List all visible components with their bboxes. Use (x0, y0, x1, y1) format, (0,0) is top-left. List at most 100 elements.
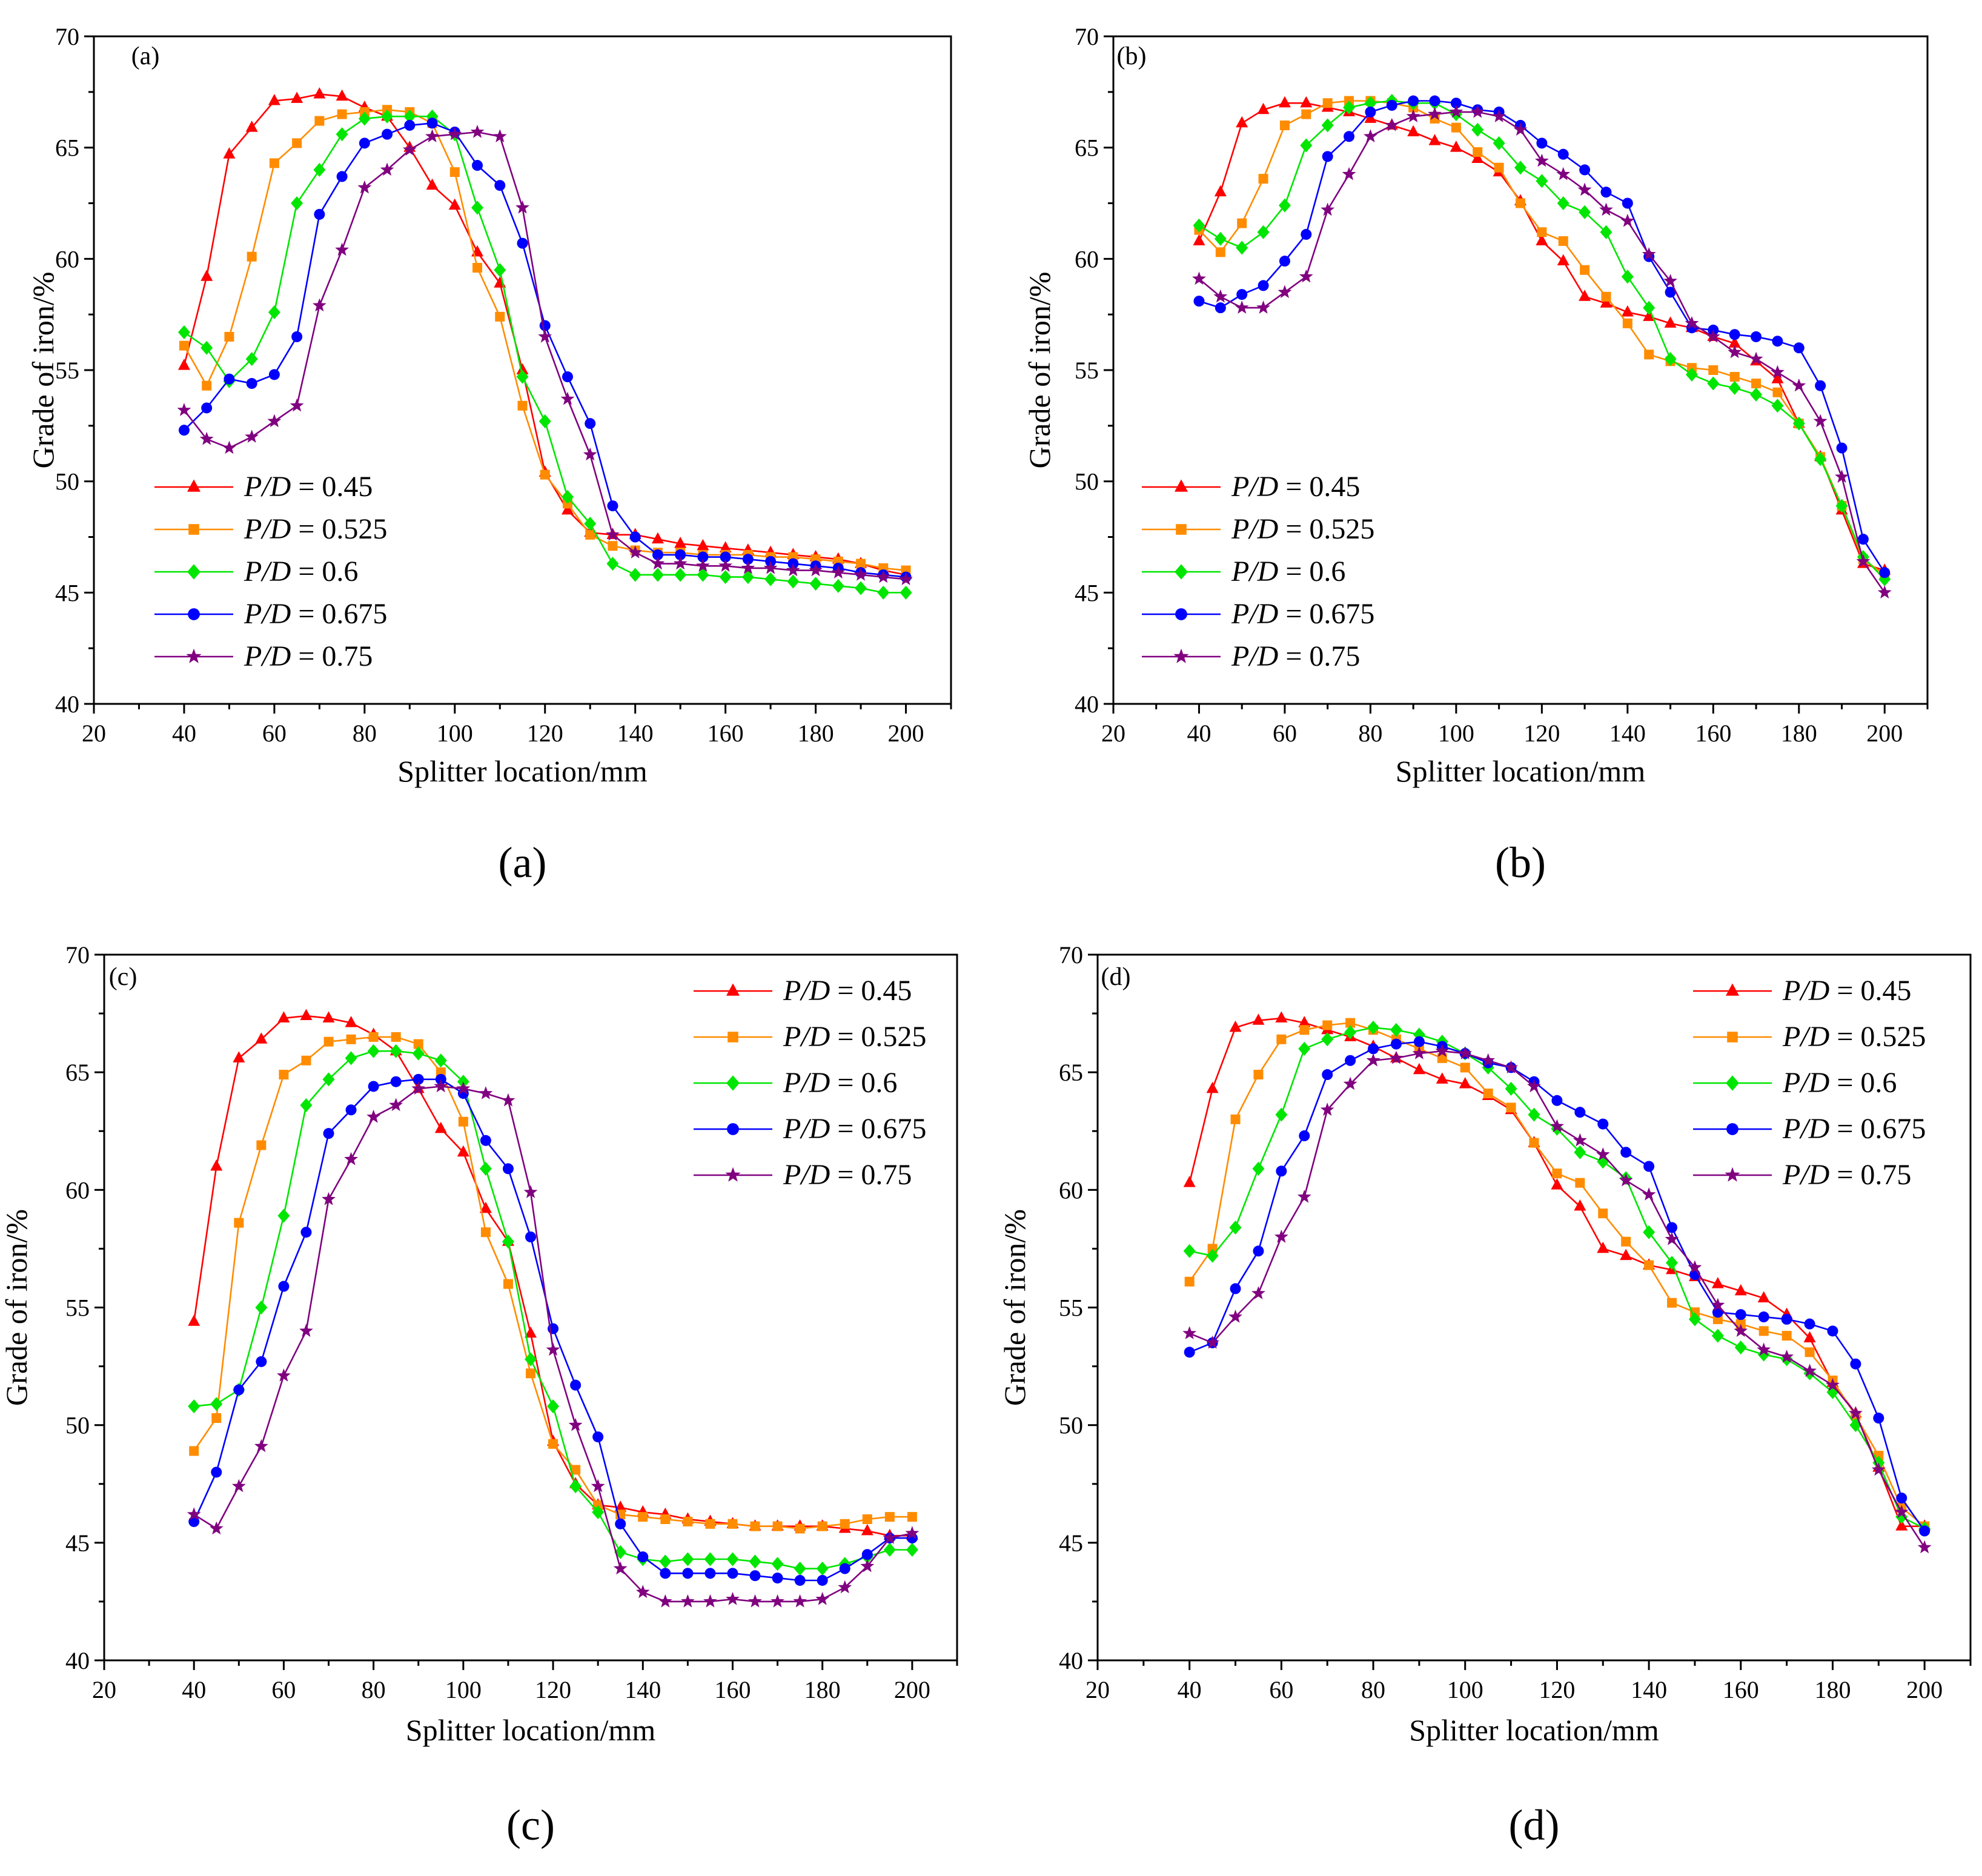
data-point (456, 1081, 471, 1095)
x-tick-label: 20 (1085, 1676, 1110, 1703)
data-point (479, 1201, 492, 1213)
panel-tag: (b) (1117, 42, 1147, 70)
x-tick-label: 80 (353, 720, 377, 747)
data-point (719, 570, 732, 585)
data-point (635, 1585, 650, 1599)
data-point (1643, 1161, 1655, 1172)
data-point (1835, 499, 1848, 513)
legend-variable: P/D (1231, 640, 1278, 672)
data-point (651, 568, 664, 582)
data-point (1557, 148, 1569, 160)
y-tick-label: 50 (1059, 1412, 1083, 1439)
data-point (256, 1356, 267, 1367)
x-tick-label: 120 (1523, 720, 1560, 747)
data-point (1804, 1318, 1815, 1330)
x-tick-label: 160 (1723, 1676, 1759, 1703)
data-point (540, 469, 550, 480)
data-point (571, 1465, 581, 1475)
chart-panel-b: 20 40 60 80 100 120 140 160 180 20040455055606570… (1022, 23, 1929, 887)
data-point (525, 1352, 537, 1367)
data-point (771, 1594, 784, 1608)
legend-label: P/D = 0.525 (1782, 1021, 1926, 1053)
data-point (413, 1073, 424, 1085)
data-point (1321, 202, 1335, 216)
x-axis-title: Splitter location/mm (406, 1713, 656, 1747)
data-point (1856, 554, 1871, 568)
data-point (1772, 336, 1783, 347)
legend-marker (727, 1123, 739, 1135)
data-point (494, 180, 506, 191)
x-tick-label: 140 (1609, 720, 1646, 747)
data-point (1449, 104, 1463, 118)
data-point (1344, 1025, 1357, 1039)
data-point (683, 1516, 693, 1526)
y-tick-label: 40 (65, 1647, 90, 1674)
data-point (1321, 118, 1334, 133)
data-point (1279, 256, 1290, 267)
series-circle (188, 1073, 918, 1586)
data-point (1459, 1077, 1471, 1089)
legend-marker (725, 1167, 741, 1182)
x-tick-label: 100 (437, 720, 473, 747)
legend-marker (1726, 1075, 1739, 1091)
data-point (1642, 1187, 1656, 1201)
y-tick-label: 45 (1075, 579, 1099, 606)
legend-value: = 0.675 (1278, 598, 1374, 630)
data-point (1574, 1199, 1586, 1211)
legend-label: P/D = 0.6 (783, 1067, 897, 1099)
data-point (1493, 136, 1505, 150)
data-point (682, 1568, 694, 1579)
x-tick-label: 160 (708, 720, 744, 747)
data-point (1895, 1519, 1908, 1531)
data-point (1771, 372, 1784, 383)
data-point (224, 331, 234, 342)
legend-variable: P/D (783, 1067, 830, 1099)
data-point (314, 116, 325, 126)
data-point (1575, 1178, 1585, 1188)
data-point (188, 1314, 201, 1326)
data-point (335, 242, 349, 256)
data-point (1207, 1244, 1218, 1254)
data-point (346, 1034, 356, 1044)
data-point (1344, 131, 1355, 142)
legend-label: P/D = 0.675 (1231, 598, 1374, 630)
data-point (313, 298, 326, 312)
panel-tag: (a) (131, 42, 160, 70)
data-point (211, 1413, 222, 1424)
data-point (179, 340, 189, 351)
data-point (1536, 234, 1548, 245)
data-point (268, 94, 280, 105)
data-point (368, 1081, 379, 1092)
data-point (1579, 290, 1591, 301)
data-point (290, 398, 304, 412)
data-point (1729, 372, 1740, 382)
data-point (900, 585, 912, 600)
data-point (1600, 296, 1612, 308)
data-point (268, 369, 280, 380)
data-point (1688, 1260, 1702, 1274)
data-point (1182, 1326, 1197, 1339)
data-point (674, 537, 687, 548)
data-point (628, 545, 643, 558)
data-point (726, 1592, 740, 1605)
data-point (1298, 1016, 1311, 1027)
data-point (1620, 1248, 1632, 1261)
data-point (1364, 96, 1377, 110)
legend-marker (1727, 1032, 1738, 1042)
legend-label: P/D = 0.45 (783, 975, 912, 1007)
data-point (696, 558, 710, 572)
data-point (681, 1594, 695, 1608)
data-point (853, 567, 868, 581)
legend-variable: P/D (1782, 1159, 1829, 1191)
x-tick-label: 20 (92, 1676, 116, 1703)
data-point (585, 529, 595, 540)
data-point (458, 1116, 468, 1127)
data-point (457, 1145, 469, 1157)
data-point (269, 158, 279, 168)
data-point (267, 414, 282, 428)
data-point (1256, 300, 1270, 314)
data-point (1450, 98, 1462, 109)
data-point (703, 1594, 717, 1608)
data-point (771, 1557, 784, 1571)
x-tick-label: 60 (1273, 720, 1297, 747)
